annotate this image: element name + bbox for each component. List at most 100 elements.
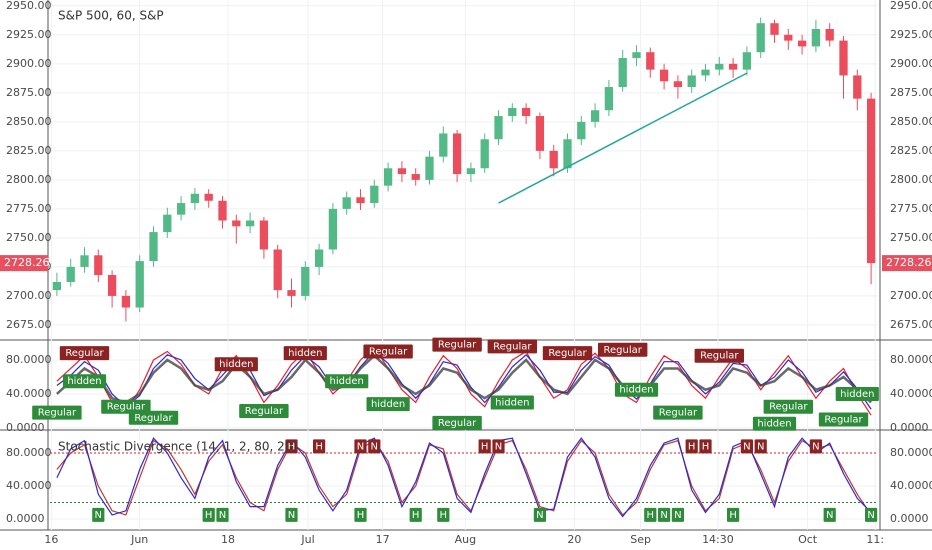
x-tick-label: Aug [455, 533, 476, 546]
y-tick-label: 2675.00 [6, 318, 52, 331]
last-price-label: 2728.26 [886, 256, 932, 269]
candle-body [825, 29, 834, 41]
annotation-box [366, 397, 410, 412]
x-tick-label: 20 [567, 533, 581, 546]
candle-body [259, 220, 269, 250]
annotation-box [92, 507, 105, 522]
annotation-box [363, 344, 413, 359]
annotation-label: N [674, 510, 681, 521]
annotation-label: H [205, 510, 213, 521]
annotation-box [437, 507, 450, 522]
annotation-box [432, 415, 482, 430]
candle-body [756, 23, 765, 53]
candle-body [328, 208, 338, 250]
y-tick-label: 2800.00 [890, 173, 932, 186]
annotation-box [478, 439, 491, 454]
annotation-box [644, 507, 657, 522]
annotation-label: N [371, 441, 378, 452]
y-tick-label: 40.0000 [890, 387, 932, 400]
annotation-label: Regular [824, 414, 863, 425]
y-tick-label: 2675.00 [890, 318, 932, 331]
annotation-label: N [660, 510, 667, 521]
annotation-box [239, 403, 289, 418]
x-tick-label: Sep [630, 533, 651, 546]
y-tick-label: 2950.00 [890, 0, 932, 12]
annotation-label: N [219, 510, 226, 521]
annotation-box [128, 410, 179, 425]
y-tick-label: 0.0000 [6, 512, 45, 525]
annotation-label: H [412, 510, 420, 521]
annotation-box [59, 346, 110, 361]
candle-body [135, 261, 144, 308]
candle-body [866, 98, 876, 264]
y-tick-label: 0.0000 [890, 512, 929, 525]
annotation-label: H [688, 441, 696, 452]
annotation-box [354, 439, 367, 454]
annotation-label: hidden [371, 399, 405, 410]
candle-body [273, 249, 282, 291]
candle-body [646, 52, 655, 70]
x-tick-label: 17 [376, 533, 390, 546]
annotation-label: hidden [219, 359, 253, 370]
candle-body [204, 193, 213, 201]
candle-body [411, 174, 420, 180]
candle-body [397, 168, 407, 175]
x-tick-label: 14:30 [702, 533, 734, 546]
series-line [56, 437, 872, 518]
annotation-box [823, 507, 836, 522]
annotation-box [216, 507, 229, 522]
y-tick-label: 2750.00 [6, 231, 52, 244]
annotation-box [752, 416, 797, 431]
annotation-box [32, 405, 82, 420]
annotation-box [763, 399, 813, 414]
candle-body [425, 156, 434, 180]
y-tick-label: 2925.00 [6, 28, 52, 41]
annotation-label: Regular [700, 351, 739, 362]
annotation-box [325, 374, 369, 389]
annotation-label: N [867, 510, 874, 521]
candle-body [839, 40, 848, 76]
annotation-label: H [357, 510, 365, 521]
annotation-box [313, 439, 326, 454]
candle-body [811, 29, 821, 47]
candle-body [480, 139, 489, 169]
candle-body [535, 116, 545, 151]
annotation-label: H [702, 441, 710, 452]
annotation-label: N [743, 441, 750, 452]
annotation-label: Regular [38, 408, 77, 419]
candle-body [508, 107, 517, 117]
series-line [56, 354, 872, 404]
candle-body [314, 249, 324, 267]
annotation-label: Regular [604, 345, 643, 356]
annotation-label: H [440, 510, 448, 521]
y-tick-label: 2875.00 [890, 86, 932, 99]
annotation-box [409, 507, 422, 522]
annotation-label: H [647, 510, 655, 521]
candle-body [80, 255, 89, 267]
annotation-label: hidden [840, 389, 874, 400]
annotation-label: H [729, 510, 737, 521]
y-tick-label: 0.0000 [890, 421, 929, 434]
candle-body [52, 281, 62, 291]
annotation-box [598, 342, 648, 357]
candle-body [577, 121, 586, 140]
candle-body [383, 168, 393, 186]
y-tick-label: 40.0000 [6, 479, 52, 492]
y-tick-label: 2750.00 [890, 231, 932, 244]
annotation-label: hidden [288, 348, 322, 359]
annotation-box [202, 507, 215, 522]
candle-body [301, 266, 310, 296]
annotation-box [432, 337, 482, 352]
y-tick-label: 80.0000 [890, 353, 932, 366]
candle-body [370, 185, 379, 204]
candle-body [356, 197, 365, 204]
annotation-label: Regular [369, 346, 408, 357]
candle-body [245, 220, 255, 227]
y-tick-label: 2950.00 [6, 0, 52, 12]
annotation-box [727, 507, 740, 522]
candle-body [770, 23, 779, 35]
annotation-label: H [481, 441, 489, 452]
annotation-box [699, 439, 712, 454]
annotation-box [694, 348, 744, 363]
annotation-box [62, 374, 107, 389]
